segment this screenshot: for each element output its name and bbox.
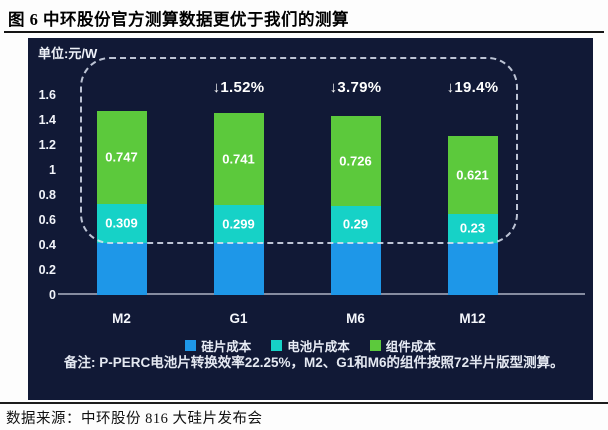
bar-segment: 0.726	[330, 115, 381, 207]
chart-panel: 单位:元/W 0 0.2 0.4 0.6 0.8 1 1.2 1.4 1.6 0.309 0.74…	[28, 38, 593, 400]
legend-swatch	[185, 340, 197, 351]
footer-divider	[0, 402, 608, 404]
bar-segment	[213, 242, 264, 295]
y-tick-label: 1.6	[38, 88, 56, 102]
y-tick-label: 1.2	[38, 138, 56, 152]
x-category-label: M2	[112, 311, 131, 326]
bar-group-m12: ↓19.4% 0.23 0.621 M12	[414, 79, 531, 326]
y-tick-label: 0.8	[38, 188, 56, 202]
pct-change-label: ↓3.79%	[329, 79, 382, 96]
segment-value-label: 0.621	[456, 167, 489, 183]
segment-value-label: 0.29	[342, 216, 369, 232]
legend-label: 硅片成本	[201, 340, 252, 354]
y-tick-label: 0.6	[38, 213, 56, 227]
y-tick-label: 1.4	[38, 113, 56, 127]
unit-label: 单位:元/W	[38, 46, 98, 61]
segment-value-label: 0.726	[339, 153, 372, 169]
segment-value-label: 0.309	[105, 215, 138, 231]
legend-item: 组件成本	[369, 336, 436, 355]
bar-segment: 0.29	[330, 206, 381, 243]
bar-segment: 0.747	[96, 110, 147, 204]
bar-segment: 0.621	[447, 136, 498, 214]
bar-segment	[96, 242, 147, 295]
note-text: 备注: P-PERC电池片转换效率22.25%，M2、G1和M6的组件按照72半…	[64, 355, 564, 370]
stacked-bar-g1: 0.299 0.741	[213, 112, 264, 295]
segment-value-label: 0.23	[459, 220, 486, 236]
bar-group-g1: ↓1.52% 0.299 0.741 G1	[180, 79, 297, 326]
segment-value-label: 0.299	[222, 216, 255, 232]
title-underline	[4, 31, 604, 33]
stacked-bar-m6: 0.29 0.726	[330, 115, 381, 295]
legend-label: 组件成本	[385, 340, 436, 354]
source-text: 数据来源：中环股份 816 大硅片发布会	[6, 411, 263, 427]
legend-item: 硅片成本	[185, 336, 251, 355]
x-axis-line	[58, 293, 585, 295]
legend-label: 电池片成本	[287, 340, 350, 354]
y-tick-label: 0.4	[38, 238, 56, 252]
bar-group-m6: ↓3.79% 0.29 0.726 M6	[297, 79, 414, 326]
segment-value-label: 0.747	[105, 149, 138, 165]
x-category-label: M12	[459, 311, 486, 326]
highlight-dashed-box	[80, 57, 518, 244]
segment-value-label: 0.741	[222, 151, 255, 167]
bar-segment	[447, 242, 498, 295]
bar-segment: 0.741	[213, 112, 264, 206]
bar-segment	[330, 242, 381, 295]
y-axis: 0 0.2 0.4 0.6 0.8 1 1.2 1.4 1.6	[28, 88, 58, 302]
legend-swatch	[271, 340, 283, 351]
stacked-bar-m12: 0.23 0.621	[447, 136, 498, 295]
legend: 硅片成本 电池片成本 组件成本	[28, 336, 593, 355]
y-tick-label: 1	[49, 163, 56, 177]
y-tick-label: 0	[49, 288, 56, 302]
legend-item: 电池片成本	[271, 336, 350, 355]
x-category-label: G1	[229, 311, 248, 326]
y-tick-label: 0.2	[38, 263, 56, 277]
figure-title: 图 6 中环股份官方测算数据更优于我们的测算	[8, 10, 349, 29]
pct-change-label: ↓19.4%	[446, 79, 499, 96]
x-category-label: M6	[346, 311, 365, 326]
pct-change-label: ↓1.52%	[212, 79, 265, 96]
bar-segment: 0.299	[213, 205, 264, 243]
legend-swatch	[369, 340, 381, 351]
